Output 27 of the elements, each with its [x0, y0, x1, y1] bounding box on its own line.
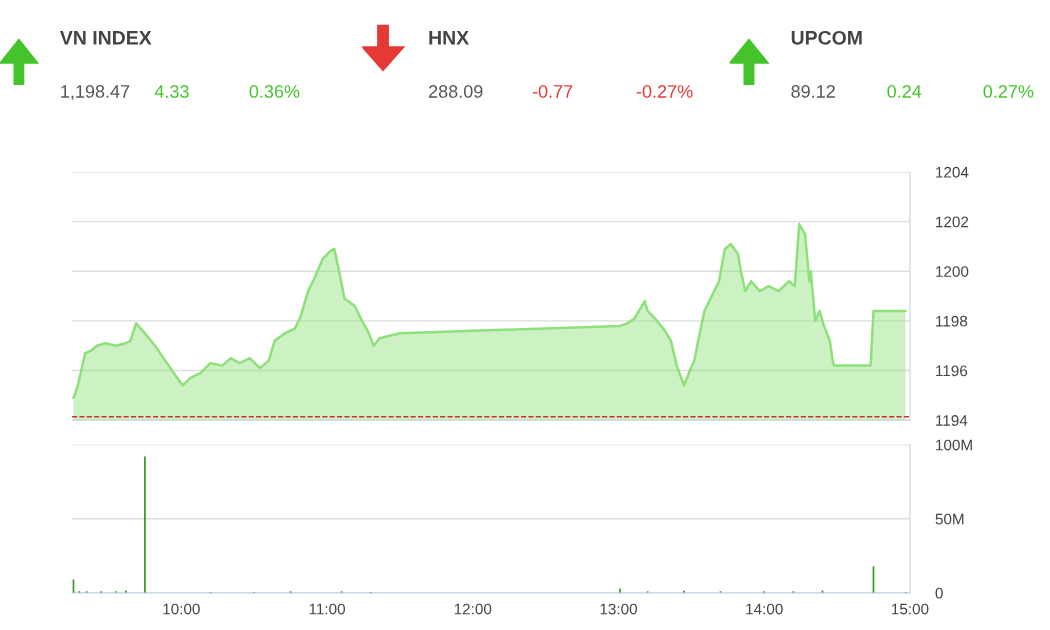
x-tick-label: 12:00	[454, 603, 492, 615]
text: 0.27%	[983, 85, 1034, 98]
x-tick-label: 10:00	[163, 603, 200, 615]
y-tick-label: 50M	[935, 513, 964, 525]
text: 89.12	[791, 85, 835, 98]
text: 4.33	[154, 85, 189, 98]
text: UPCOM	[791, 30, 862, 45]
y-tick-label: 1198	[936, 315, 968, 327]
x-tick-label: 15:00	[891, 603, 929, 615]
y-tick-label: 1200	[936, 266, 969, 277]
y-tick-label: 1196	[936, 365, 968, 377]
text: 1,198.47	[61, 85, 130, 100]
y-tick-label: 0	[935, 587, 943, 599]
text: VN INDEX	[59, 31, 152, 45]
text: HNX	[429, 31, 469, 45]
text: 0.24	[887, 85, 922, 98]
text: -0.27%	[636, 85, 693, 98]
y-tick-label: 1194	[936, 415, 968, 426]
x-tick-label: 13:00	[600, 603, 638, 615]
text: 0.36%	[249, 85, 300, 98]
y-tick-label: 100M	[936, 439, 972, 451]
x-tick-label: 11:00	[309, 603, 345, 615]
y-tick-label: 1202	[936, 216, 969, 228]
x-tick-label: 14:00	[746, 603, 783, 615]
y-tick-label: 1204	[936, 166, 969, 178]
text: -0.77	[532, 85, 573, 98]
text: 288.09	[428, 85, 483, 98]
